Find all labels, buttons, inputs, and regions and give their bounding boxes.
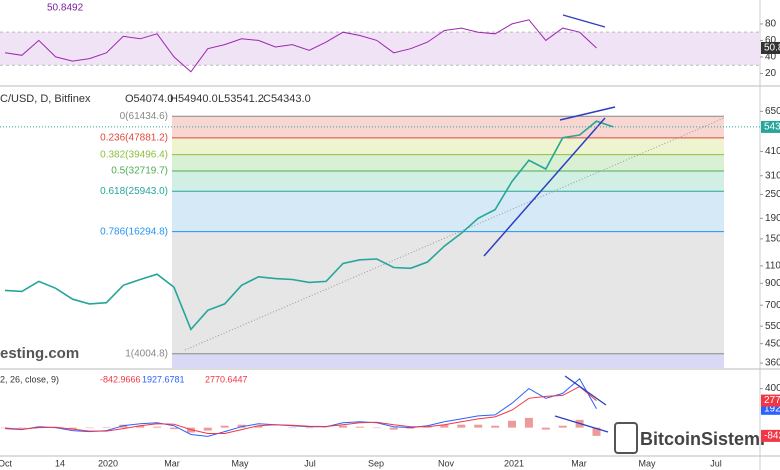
chart-layer: 0(61434.6) 0.236(47881.2) 0.382(39496.4) 0.… (0, 3, 780, 468)
histogram-bar (237, 424, 246, 428)
fib-trend (184, 117, 725, 351)
ohlc-value: L53541.2 (218, 93, 264, 105)
watermark: BitcoinSistemi (640, 429, 765, 449)
fib-label: 0(61434.6) (120, 111, 168, 122)
histogram-bar (254, 425, 263, 428)
fib-label: 0.5(32719.7) (111, 166, 168, 177)
fib-band (172, 171, 724, 192)
watermark: esting.com (0, 345, 79, 362)
y-tick-label: 4000 (765, 383, 780, 394)
fib-band (172, 191, 724, 232)
fib-label: 0.236(47881.2) (100, 133, 168, 144)
histogram-bar (474, 424, 483, 428)
x-tick-label: Mar (164, 458, 180, 468)
histogram-bar (508, 420, 516, 428)
divergence-line (562, 14, 606, 28)
rsi-line (4, 19, 597, 73)
y-tick-label: 7000 (765, 300, 780, 311)
macd-tag-label: 2770.6447 (764, 395, 780, 406)
y-tick-label: 4500 (765, 338, 780, 349)
last-price-tag (761, 120, 780, 133)
y-tick-label: 40 (765, 52, 777, 63)
y-tick-label: 20 (765, 68, 777, 79)
macd-tag-label: -842.9666 (764, 431, 780, 442)
ohlc-value: H54940.0 (170, 93, 218, 105)
y-tick-label: 25000 (765, 189, 780, 200)
fib-label: 0.382(39496.4) (100, 149, 168, 160)
y-tick-label: 5500 (765, 321, 780, 332)
rsi-band (0, 32, 760, 66)
histogram-bar (389, 427, 398, 430)
y-tick-label: 60 (765, 35, 777, 46)
x-tick-label: Sep (368, 458, 384, 468)
y-tick-label: 11000 (765, 261, 780, 272)
histogram-bar (355, 426, 364, 428)
last-price-label: 54343 (764, 122, 780, 133)
macd-title: 2, 26, close, 9) (0, 374, 59, 384)
y-tick-label: 15000 (765, 234, 780, 245)
macd-tag-label: 1927.6781 (764, 403, 780, 414)
histogram-bar (457, 424, 466, 428)
y-tick-label: 80 (765, 19, 777, 30)
trendline (559, 106, 616, 121)
macd-tag (761, 394, 780, 407)
rsi-tag-label: 50.8492 (764, 43, 780, 54)
x-tick-label: 14 (55, 458, 65, 468)
x-tick-label: Oct (0, 458, 12, 468)
histogram-bar (491, 425, 500, 428)
fib-label: 0.786(16294.8) (100, 226, 168, 237)
ohlc-value: O54074.0 (125, 93, 173, 105)
histogram-bar (220, 425, 229, 428)
price-line (4, 120, 614, 331)
histogram-bar (524, 417, 533, 428)
y-tick-label: 41000 (765, 146, 780, 157)
x-tick-label: Nov (438, 458, 455, 468)
y-tick-label: 65000 (765, 106, 780, 117)
x-tick-label: 2020 (98, 458, 118, 468)
macd-reading: 2770.6447 (205, 374, 248, 384)
histogram-bar (68, 427, 77, 430)
fib-band (172, 231, 724, 354)
histogram-bar (541, 427, 550, 430)
y-tick-label: 31000 (765, 170, 780, 181)
y-tick-label: 9000 (765, 278, 780, 289)
histogram-bar (592, 427, 601, 436)
x-tick-label: Jul (304, 458, 316, 468)
ohlc-value: C54343.0 (263, 93, 311, 105)
trendline (483, 117, 606, 257)
histogram-bar (203, 427, 212, 431)
x-tick-label: May (231, 458, 249, 468)
histogram-bar (153, 426, 162, 428)
fib-band (172, 137, 724, 155)
histogram-bar (558, 425, 567, 428)
rsi-tag (761, 41, 780, 54)
x-tick-label: May (638, 458, 656, 468)
histogram-bar (136, 425, 145, 428)
x-tick-label: 2021 (504, 458, 524, 468)
y-tick-label: 19000 (765, 213, 780, 224)
macd-tag (761, 429, 780, 442)
fib-label: 0.618(25943.0) (100, 186, 168, 197)
logo-icon (614, 422, 638, 454)
x-tick-label: Jul (710, 458, 722, 468)
rsi-current: 50.8492 (47, 3, 84, 14)
divergence-line (554, 415, 609, 433)
histogram-bar (170, 427, 178, 430)
symbol: C/USD, D, Bitfinex (0, 93, 91, 105)
fib-band-bottom (172, 353, 724, 368)
histogram-bar (339, 425, 347, 428)
x-tick-label: Mar (571, 458, 587, 468)
histogram-bar (440, 424, 449, 428)
fib-band (172, 154, 724, 172)
y-tick-label: 3600 (765, 358, 780, 369)
fib-label: 1(4004.8) (125, 348, 168, 359)
signal-line (4, 386, 597, 434)
divergence-line (564, 375, 607, 406)
histogram-bar (406, 427, 415, 429)
macd-reading: -842.9666 (100, 374, 141, 384)
macd-reading: 1927.6781 (142, 374, 185, 384)
